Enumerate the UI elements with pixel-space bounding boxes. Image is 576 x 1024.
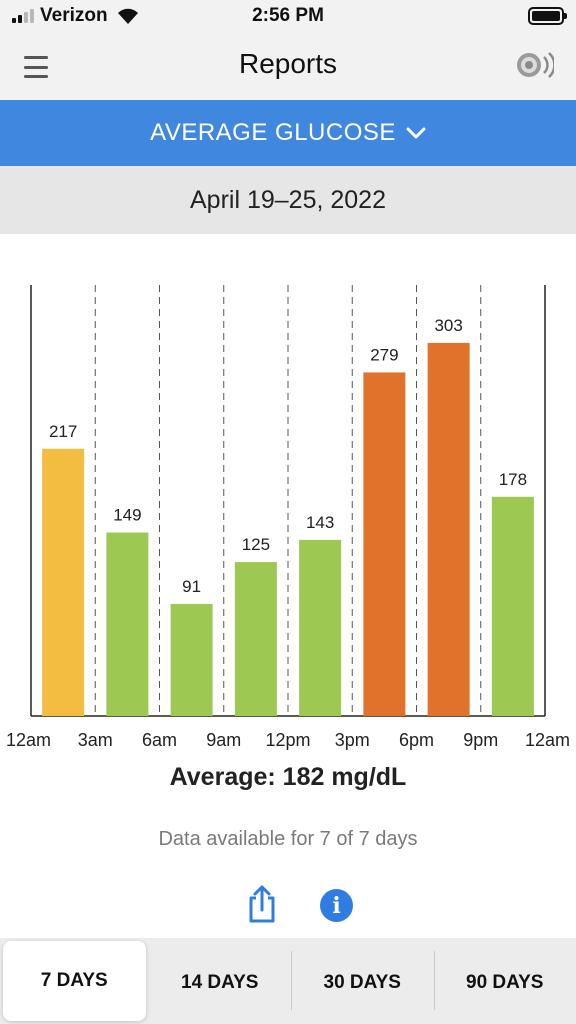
bar <box>106 532 149 716</box>
bar-value-label: 178 <box>499 470 527 489</box>
segment-14-days[interactable]: 14 DAYS <box>181 971 259 993</box>
bar <box>234 562 277 716</box>
segment-30-days[interactable]: 30 DAYS <box>291 941 434 1024</box>
date-range: April 19–25, 2022 <box>0 166 576 234</box>
bar-value-label: 303 <box>434 316 462 335</box>
bar-value-label: 91 <box>182 577 201 596</box>
page-title: Reports <box>238 48 338 79</box>
info-glyph: i <box>332 892 341 919</box>
status-bar: Verizon 2:56 PM <box>0 0 576 34</box>
bar-value-label: 279 <box>370 345 398 364</box>
segment-90-days[interactable]: 90 DAYS <box>433 941 576 1024</box>
battery-icon <box>528 7 567 25</box>
average-glucose-value: Average: 182 mg/dL <box>169 763 407 791</box>
x-tick-label: 3pm <box>335 730 370 750</box>
x-tick-label: 6pm <box>399 730 434 750</box>
x-tick-label: 12pm <box>265 730 310 750</box>
x-tick-label: 9pm <box>463 730 498 750</box>
sensor-icon[interactable] <box>514 49 554 81</box>
bar-value-label: 149 <box>113 506 141 525</box>
average-glucose-chart: 217 149 91 125 143 279 303 178 12am 3am 6am 9am 12pm… <box>6 285 570 750</box>
x-tick-label: 3am <box>78 730 113 750</box>
bar <box>491 496 534 716</box>
bar-value-label: 125 <box>242 535 270 554</box>
x-tick-label: 9am <box>206 730 241 750</box>
x-tick-label: 12am <box>6 730 51 750</box>
data-availability-text: Data available for 7 of 7 days <box>158 828 418 850</box>
share-icon[interactable] <box>246 884 278 924</box>
carrier-name: Verizon <box>40 5 108 26</box>
time-range-segmented-control: 7 DAYS 14 DAYS 30 DAYS 90 DAYS <box>0 938 576 1024</box>
report-type-label: AVERAGE GLUCOSE <box>150 119 396 146</box>
status-time: 2:56 PM <box>252 5 324 26</box>
signal-strength-icon <box>12 9 34 23</box>
x-tick-label: 12am <box>525 730 570 750</box>
wifi-icon <box>117 8 138 24</box>
info-icon[interactable]: i <box>320 889 353 922</box>
bar <box>299 539 342 716</box>
nav-bar: Reports <box>0 34 576 100</box>
chevron-down-icon <box>406 127 426 139</box>
bar <box>170 603 213 716</box>
carrier-group: Verizon <box>12 5 140 27</box>
x-tick-label: 6am <box>142 730 177 750</box>
segment-7-days[interactable]: 7 DAYS <box>3 941 146 1021</box>
bar-value-label: 217 <box>49 422 77 441</box>
bar <box>363 372 406 716</box>
bar <box>427 342 470 716</box>
report-type-dropdown[interactable]: AVERAGE GLUCOSE <box>0 100 576 166</box>
bar <box>42 448 85 716</box>
bar-value-label: 143 <box>306 513 334 532</box>
hamburger-menu-icon[interactable] <box>24 56 48 78</box>
